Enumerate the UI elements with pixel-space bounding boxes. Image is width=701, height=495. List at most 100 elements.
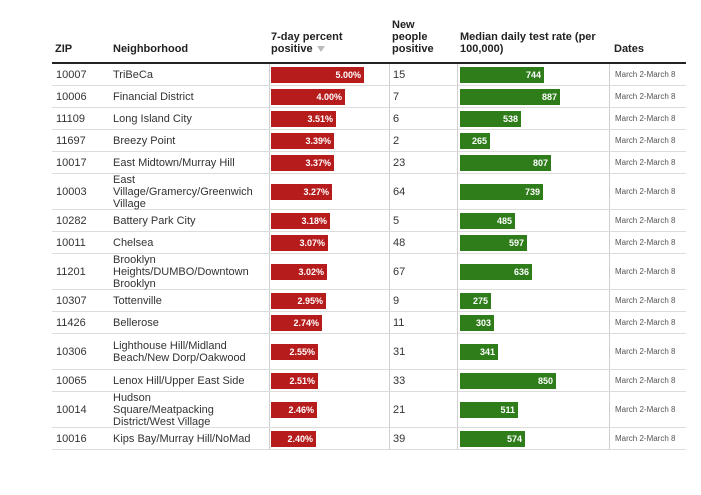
column-divider [457,174,458,209]
new-positive-cell: 15 [393,69,406,81]
percent-positive-bar: 2.46% [271,402,317,418]
dates-cell: March 2-March 8 [615,187,676,196]
zip-cell: 11109 [56,113,85,125]
dates-cell: March 2-March 8 [615,238,676,247]
test-rate-bar: 538 [460,111,521,127]
neighborhood-cell: Brooklyn Heights/DUMBO/Downtown Brooklyn [113,254,253,290]
new-positive-cell: 2 [393,135,400,147]
test-rate-label: 597 [508,238,524,248]
test-rate-label: 341 [479,347,495,357]
table-row[interactable]: 10014 Hudson Square/Meatpacking District/We… [52,392,686,428]
header-percent-positive[interactable]: 7-day percent positive [271,31,343,55]
table-row[interactable]: 11426 Bellerose 2.74% 11 303 March 2-March 8 [52,312,686,334]
neighborhood-line: Kips Bay/Murray Hill/NoMad [113,433,251,445]
dates-cell: March 2-March 8 [615,216,676,225]
table-row[interactable]: 10282 Battery Park City 3.18% 5 485 March 2-M… [52,210,686,232]
test-rate-bar: 511 [460,402,518,418]
column-divider [457,210,458,231]
header-neighborhood[interactable]: Neighborhood [113,43,189,55]
table-row[interactable]: 10006 Financial District 4.00% 7 887 March 2-… [52,86,686,108]
table-row[interactable]: 10011 Chelsea 3.07% 48 597 March 2-March 8 [52,232,686,254]
zip-cell: 10003 [56,186,87,198]
header-percent-line2: positive [271,43,313,55]
column-divider [269,86,270,107]
test-rate-label: 303 [475,318,491,328]
header-zip[interactable]: ZIP [55,43,73,55]
zip-cell: 10006 [56,91,87,103]
table-row[interactable]: 10007 TriBeCa 5.00% 15 744 March 2-March 8 [52,64,686,86]
column-divider [457,64,458,85]
header-dates[interactable]: Dates [614,43,644,55]
percent-positive-bar: 3.07% [271,235,328,251]
test-rate-label: 275 [472,296,488,306]
column-divider [609,152,610,173]
zip-cell: 11426 [56,317,86,329]
zip-cell: 10065 [56,375,87,387]
column-divider [609,232,610,253]
percent-positive-bar: 2.55% [271,344,318,360]
column-divider [389,152,390,173]
column-divider [269,232,270,253]
test-rate-bar: 597 [460,235,527,251]
test-rate-label: 739 [524,187,540,197]
neighborhood-line: District/West Village [113,416,211,428]
neighborhood-line: East [113,174,136,186]
column-divider [389,392,390,427]
table-row[interactable]: 10065 Lenox Hill/Upper East Side 2.51% 33 85… [52,370,686,392]
column-divider [457,254,458,289]
header-new-line3: positive [392,43,434,55]
column-divider [269,174,270,209]
zip-cell: 10007 [56,69,87,81]
table-row[interactable]: 11109 Long Island City 3.51% 6 538 March 2-Ma… [52,108,686,130]
test-rate-label: 850 [537,376,553,386]
percent-positive-bar: 3.18% [271,213,330,229]
zip-cell: 10014 [56,404,87,416]
test-rate-label: 511 [500,405,515,415]
percent-positive-bar: 3.37% [271,155,334,171]
table-row[interactable]: 10003 East Village/Gramercy/Greenwich Villa… [52,174,686,210]
dates-cell: March 2-March 8 [615,92,676,101]
test-rate-bar: 303 [460,315,494,331]
new-positive-cell: 67 [393,266,406,278]
header-test-rate[interactable]: Median daily test rate (per 100,000) [460,31,596,55]
column-divider [269,130,270,151]
neighborhood-cell: East Midtown/Murray Hill [113,157,253,169]
column-divider [457,108,458,129]
neighborhood-cell: Lenox Hill/Upper East Side [113,375,253,387]
column-divider [457,428,458,449]
percent-positive-label: 2.40% [287,434,313,444]
table-row[interactable]: 10016 Kips Bay/Murray Hill/NoMad 2.40% 39 57… [52,428,686,450]
dates-cell: March 2-March 8 [615,318,676,327]
test-rate-bar: 850 [460,373,556,389]
column-divider [609,174,610,209]
table-row[interactable]: 10017 East Midtown/Murray Hill 3.37% 23 807 M… [52,152,686,174]
zip-cell: 11201 [56,266,86,278]
header-percent-line2-wrap: positive [271,43,343,55]
column-divider [609,392,610,427]
neighborhood-cell: Kips Bay/Murray Hill/NoMad [113,433,253,445]
column-divider [389,254,390,289]
table-row[interactable]: 10306 Lighthouse Hill/Midland Beach/New Do… [52,334,686,370]
column-divider [609,108,610,129]
percent-positive-bar: 3.27% [271,184,332,200]
column-divider [269,312,270,333]
header-new-positive[interactable]: New people positive [392,19,434,55]
new-positive-cell: 21 [393,404,406,416]
column-divider [269,152,270,173]
zip-cell: 10016 [56,433,87,445]
table-row[interactable]: 11201 Brooklyn Heights/DUMBO/Downtown Brook… [52,254,686,290]
percent-positive-bar: 4.00% [271,89,345,105]
column-divider [609,370,610,391]
percent-positive-bar: 2.51% [271,373,318,389]
column-divider [609,312,610,333]
column-divider [269,210,270,231]
test-rate-bar: 807 [460,155,551,171]
column-divider [457,152,458,173]
column-divider [389,174,390,209]
new-positive-cell: 6 [393,113,400,125]
column-divider [609,64,610,85]
table-row[interactable]: 10307 Tottenville 2.95% 9 275 March 2-March 8 [52,290,686,312]
table-row[interactable]: 11697 Breezy Point 3.39% 2 265 March 2-March … [52,130,686,152]
neighborhood-line: Square/Meatpacking [113,404,214,416]
sort-desc-icon[interactable] [316,46,325,53]
